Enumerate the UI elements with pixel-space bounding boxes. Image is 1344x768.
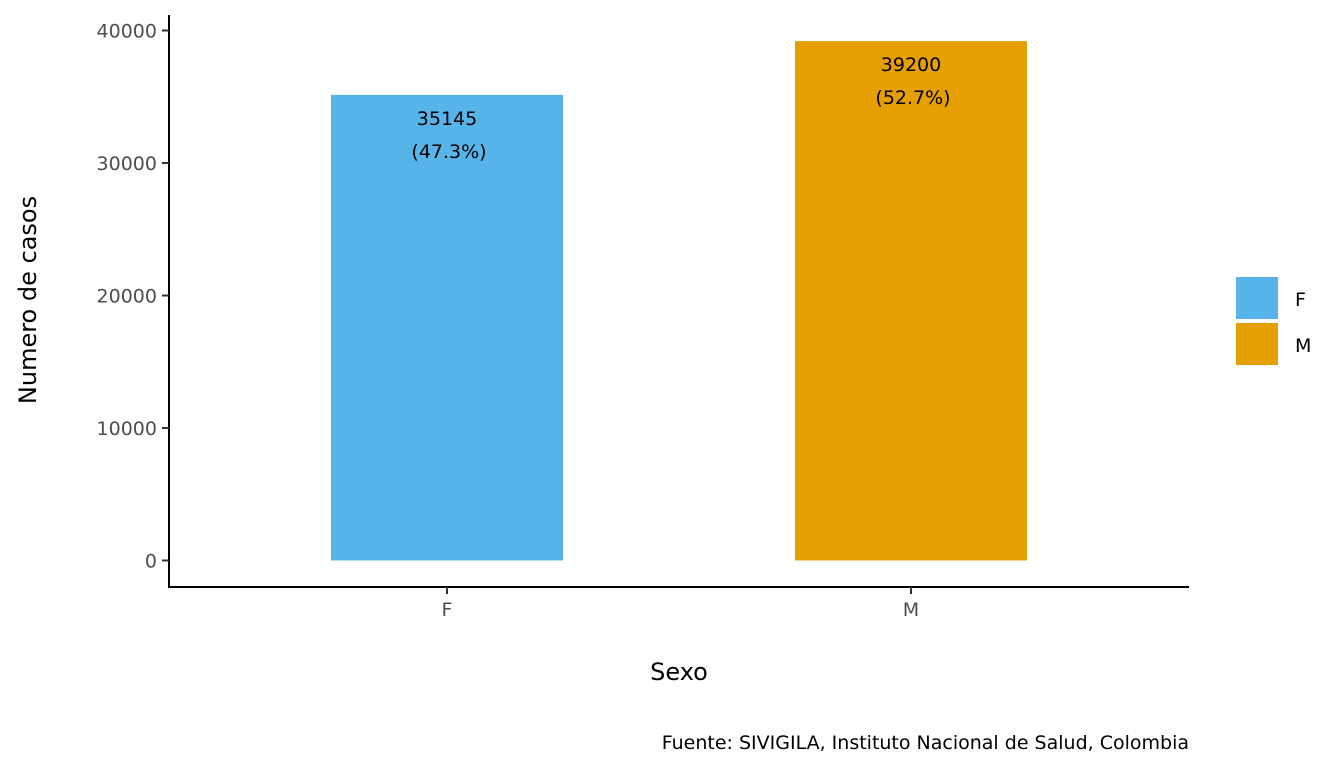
- bar-percent-label: (52.7%): [875, 87, 950, 109]
- y-tick-label: 30000: [97, 153, 157, 175]
- y-tick-label: 0: [145, 551, 157, 573]
- x-axis-title: Sexo: [650, 658, 708, 686]
- bar-percent-label: (47.3%): [411, 141, 486, 163]
- legend: FM: [1236, 277, 1311, 365]
- legend-label-f: F: [1295, 289, 1306, 311]
- legend-label-m: M: [1295, 335, 1311, 357]
- bar-labels: 35145 (47.3%) 39200 (52.7%): [411, 54, 950, 163]
- bar-value-label: 35145: [417, 108, 477, 130]
- legend-key-m: [1236, 323, 1278, 365]
- x-tick-label: F: [442, 599, 453, 621]
- bars: [331, 41, 1027, 561]
- y-tick-label: 40000: [97, 21, 157, 43]
- y-tick-label: 10000: [97, 418, 157, 440]
- legend-key-f: [1236, 277, 1278, 319]
- source-caption: Fuente: SIVIGILA, Instituto Nacional de …: [662, 732, 1189, 754]
- bar-value-label: 39200: [881, 54, 941, 76]
- bar-m: [795, 41, 1027, 561]
- y-tick-label: 20000: [97, 286, 157, 308]
- y-axis-ticks: 0 10000 20000 30000 40000: [97, 21, 169, 573]
- x-tick-label: M: [903, 599, 919, 621]
- y-axis-title: Numero de casos: [14, 196, 42, 404]
- bar-f: [331, 94, 563, 561]
